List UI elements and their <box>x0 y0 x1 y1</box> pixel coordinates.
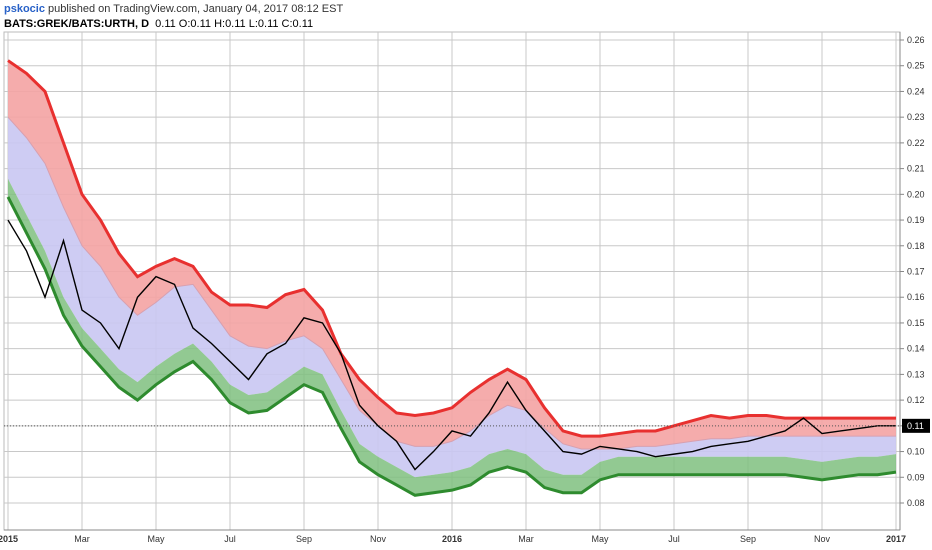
ohlc-values: 0.11 O:0.11 H:0.11 L:0.11 C:0.11 <box>155 18 314 30</box>
y-tick-label: 0.17 <box>907 267 925 277</box>
x-tick-label: 2017 <box>886 534 906 544</box>
last-price-label: 0.11 <box>907 421 924 431</box>
x-tick-label: Sep <box>740 534 756 544</box>
y-tick-label: 0.18 <box>907 241 925 251</box>
upper-band-line <box>7 59 896 438</box>
y-tick-label: 0.13 <box>907 369 925 379</box>
x-tick-label: Mar <box>74 534 90 544</box>
y-tick-label: 0.22 <box>907 138 925 148</box>
y-tick-label: 0.08 <box>907 498 925 508</box>
symbol-label: BATS:GREK/BATS:URTH, D <box>4 18 150 30</box>
y-tick-label: 0.21 <box>907 164 925 174</box>
y-tick-label: 0.09 <box>907 472 925 482</box>
author-link[interactable]: pskocic <box>4 3 45 15</box>
x-tick-label: Nov <box>814 534 831 544</box>
y-tick-label: 0.16 <box>907 292 925 302</box>
y-tick-label: 0.25 <box>907 61 925 71</box>
y-tick-label: 0.24 <box>907 86 925 96</box>
x-tick-label: Mar <box>518 534 534 544</box>
x-tick-label: Nov <box>370 534 387 544</box>
lower-band-fill <box>8 178 896 496</box>
y-tick-label: 0.26 <box>907 35 925 45</box>
x-tick-label: May <box>147 534 165 544</box>
chart-header: pskocic published on TradingView.com, Ja… <box>4 2 343 32</box>
y-tick-label: 0.12 <box>907 395 925 405</box>
y-tick-label: 0.14 <box>907 344 925 354</box>
y-tick-label: 0.10 <box>907 447 925 457</box>
middle-band-fill <box>8 117 896 478</box>
middle-line <box>7 116 896 450</box>
published-text: published on TradingView.com, January 04… <box>48 3 344 15</box>
x-tick-label: Jul <box>668 534 680 544</box>
publish-line: pskocic published on TradingView.com, Ja… <box>4 2 343 17</box>
last-price-tag <box>902 418 930 433</box>
y-tick-label: 0.20 <box>907 189 925 199</box>
x-tick-label: Jul <box>224 534 236 544</box>
price-line <box>7 219 896 471</box>
x-tick-label: Sep <box>296 534 312 544</box>
y-tick-label: 0.23 <box>907 112 925 122</box>
x-tick-label: 2016 <box>442 534 462 544</box>
y-tick-label: 0.15 <box>907 318 925 328</box>
lower-band-line <box>6 196 897 497</box>
x-tick-label: 2015 <box>0 534 18 544</box>
symbol-line: BATS:GREK/BATS:URTH, D 0.11 O:0.11 H:0.1… <box>4 17 343 32</box>
y-tick-label: 0.19 <box>907 215 925 225</box>
x-tick-label: May <box>591 534 609 544</box>
